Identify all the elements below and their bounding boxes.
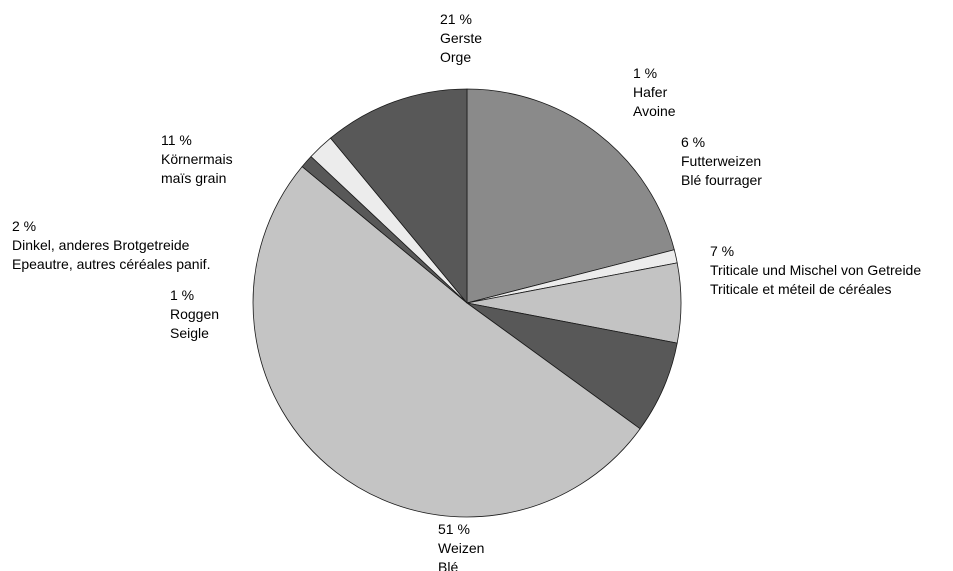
slice-label-fr: maïs grain (161, 170, 226, 186)
pie-slice-7 (330, 88, 468, 304)
slice-percent-label: 6 % (681, 134, 705, 150)
slice-label-de: Futterweizen (681, 153, 761, 169)
slice-label-fr: Orge (440, 49, 471, 65)
slice-label-fr: Blé (438, 559, 458, 571)
slice-percent-label: 1 % (170, 287, 194, 303)
pie-slice-4 (252, 166, 641, 518)
slice-label-fr: Epeautre, autres céréales panif. (12, 256, 210, 272)
slice-label-fr: Seigle (170, 325, 209, 341)
slice-label-fr: Triticale et méteil de céréales (710, 281, 892, 297)
slice-labels: 21 % Gerste Orge 1 % Hafer Avoine 6 % Futterwei… (12, 11, 921, 571)
slice-label-de: Triticale und Mischel von Getreide (710, 262, 921, 278)
slice-label-fr: Blé fourrager (681, 172, 762, 188)
slice-label-de: Dinkel, anderes Brotgetreide (12, 237, 190, 253)
slice-percent-label: 7 % (710, 243, 734, 259)
slice-label-de: Körnermais (161, 151, 233, 167)
slice-label-de: Roggen (170, 306, 219, 322)
slice-percent-label: 1 % (633, 65, 657, 81)
slice-label-de: Weizen (438, 540, 484, 556)
pie-slice-0 (466, 88, 675, 304)
slice-percent-label: 21 % (440, 11, 472, 27)
slice-label-de: Hafer (633, 84, 668, 100)
slice-percent-label: 51 % (438, 521, 470, 537)
slice-label-fr: Avoine (633, 103, 676, 119)
slice-label-de: Gerste (440, 30, 482, 46)
slice-percent-label: 2 % (12, 218, 36, 234)
slice-percent-label: 11 % (161, 132, 192, 148)
pie-slices (252, 88, 682, 518)
